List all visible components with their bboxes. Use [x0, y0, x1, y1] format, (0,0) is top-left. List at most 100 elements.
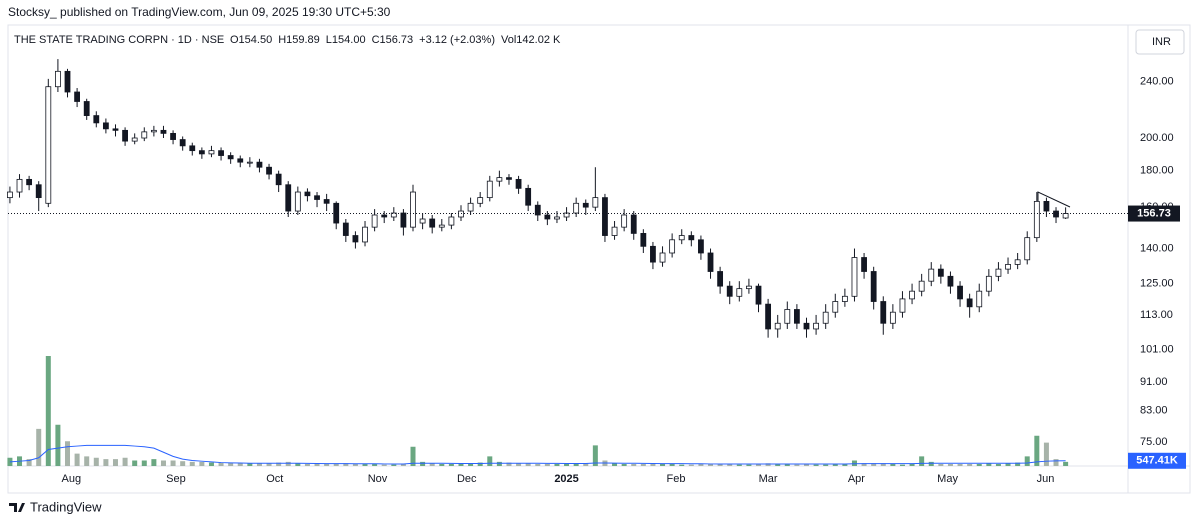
x-tick-label: 2025 [554, 473, 578, 485]
volume-bar [218, 462, 224, 466]
candle-body [7, 191, 13, 199]
volume-bar [93, 457, 99, 466]
candle-body [688, 235, 695, 241]
volume-bar [381, 464, 387, 466]
volume-bar [132, 460, 138, 466]
volume-bar [765, 463, 771, 466]
volume-bar [784, 463, 790, 466]
candle-body [726, 285, 733, 297]
candle-body [419, 218, 426, 224]
volume-bar [967, 463, 973, 466]
candle-body [793, 309, 800, 324]
last-price-box [1128, 205, 1180, 222]
volume-bar [304, 463, 310, 466]
publisher: Stocksy_ published on TradingView.com, J… [8, 5, 391, 19]
volume-bar [947, 463, 953, 466]
candle-body [736, 288, 743, 297]
candle-body [362, 226, 368, 243]
candle-body [160, 129, 167, 134]
candle-body [861, 257, 867, 272]
candle-body [746, 285, 752, 290]
candle-body [390, 212, 397, 218]
volume-bar [573, 463, 579, 466]
candle-body [112, 128, 119, 131]
candle-body [1005, 264, 1011, 270]
candle-body [515, 178, 522, 189]
volume-bar [170, 460, 176, 466]
candle-body [813, 322, 819, 330]
footer-brand: TradingView [30, 499, 102, 514]
candle-body [256, 161, 263, 168]
tradingview-logo [9, 503, 25, 512]
volume-bar [1005, 463, 1011, 466]
candle-body [179, 139, 186, 147]
volume-bar [458, 463, 464, 466]
candle-body [64, 70, 71, 93]
ohlc-value: Vol142.02 K [501, 34, 561, 46]
volume-bar [708, 463, 714, 466]
candle-body [131, 137, 138, 142]
volume-bar [746, 464, 752, 466]
chart-title: THE STATE TRADING CORPN · 1D · NSE [14, 34, 224, 46]
candle-body [45, 86, 52, 204]
candle-body [477, 197, 484, 204]
volume-bar [544, 463, 550, 466]
volume-bar [650, 463, 656, 466]
volume-bar [333, 463, 339, 466]
x-tick-label: May [937, 473, 958, 485]
candle-body [170, 132, 176, 140]
candle-body [55, 70, 61, 88]
candle-body [602, 197, 608, 236]
volume-bar [439, 463, 445, 466]
x-tick-label: Oct [266, 473, 283, 485]
volume-bar [74, 453, 80, 466]
candle-body [333, 202, 340, 224]
candle-body [870, 271, 877, 302]
candle-body [832, 301, 839, 313]
candle-body [275, 173, 282, 186]
volume-bar [496, 461, 502, 466]
candle-body [122, 129, 128, 142]
currency-box[interactable] [1135, 29, 1185, 55]
volume-bar [919, 456, 925, 466]
candle-body [534, 204, 541, 216]
x-tick-label: Jun [1037, 473, 1055, 485]
candle-body [717, 271, 724, 287]
candle-body [227, 155, 234, 160]
candle-body [1043, 200, 1050, 212]
candle-body [285, 184, 292, 212]
volume-bar [890, 463, 896, 466]
candle-body [928, 268, 935, 282]
candle-body [1033, 200, 1040, 239]
candle-body [774, 322, 781, 330]
candle-body [995, 268, 1002, 277]
candle-body [1024, 237, 1031, 261]
candle-body [35, 184, 42, 199]
candle-body [899, 298, 906, 313]
candle-body [889, 311, 896, 324]
y-tick-label: 140.00 [1140, 242, 1174, 254]
volume-bar [410, 446, 416, 466]
ohlc-value: C156.73 [372, 34, 414, 46]
volume-bar [775, 463, 781, 466]
candle-body [26, 178, 33, 186]
volume-bar [477, 462, 483, 466]
candle-body [150, 129, 157, 133]
y-tick-label: 240.00 [1140, 75, 1174, 87]
volume-bar [880, 463, 886, 466]
volume-bar [1053, 459, 1059, 466]
y-tick-label: 125.00 [1140, 278, 1174, 290]
volume-bar [976, 463, 982, 466]
candle-body [630, 214, 637, 234]
volume-bar [986, 463, 992, 466]
volume-bar [794, 464, 800, 466]
volume-bar [995, 463, 1001, 466]
candle-body [467, 202, 474, 212]
candle-body [381, 214, 388, 218]
volume-bar [151, 459, 157, 466]
x-tick-label: Feb [666, 473, 685, 485]
candle-body [985, 275, 992, 292]
